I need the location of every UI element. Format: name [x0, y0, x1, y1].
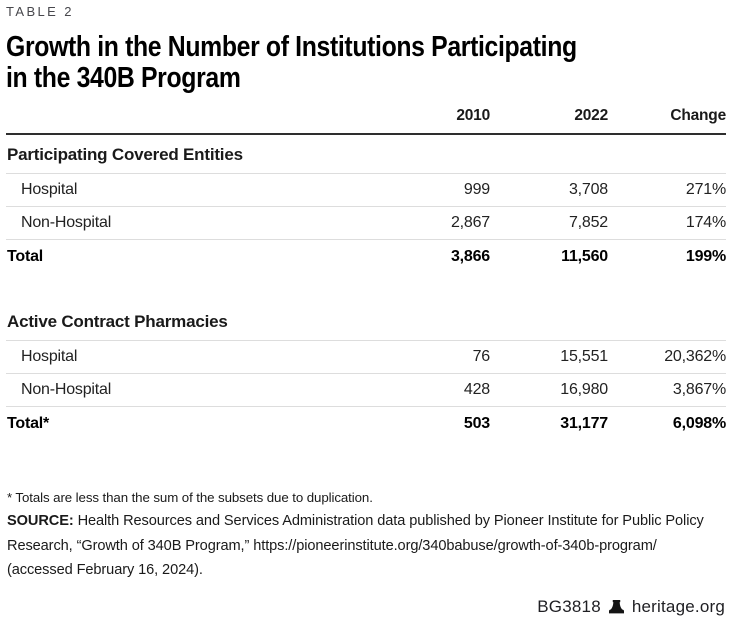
cell-change: 20,362%: [608, 340, 726, 374]
source-url-link[interactable]: https://pioneerinstitute.org/340babuse/g…: [253, 537, 657, 554]
row-label: Non-Hospital: [6, 206, 372, 240]
title-line-2: in the 340B Program: [6, 62, 241, 94]
table-figure: TABLE 2 Growth in the Number of Institut…: [6, 4, 726, 583]
page-title: Growth in the Number of Institutions Par…: [6, 32, 632, 94]
column-header-2010: 2010: [372, 107, 490, 135]
table-header-row: 2010 2022 Change: [6, 107, 726, 135]
cell-2022: 11,560: [561, 248, 608, 265]
table-row: Non-Hospital 428 16,980 3,867%: [6, 373, 726, 407]
cell-2022: 16,980: [490, 373, 608, 407]
cell-2022: 15,551: [490, 340, 608, 374]
table-row: Hospital 999 3,708 271%: [6, 173, 726, 207]
cell-2010: 428: [372, 373, 490, 407]
column-header-2022: 2022: [490, 107, 608, 135]
section-heading-label: Active Contract Pharmacies: [6, 302, 726, 341]
source-label: SOURCE:: [7, 513, 74, 529]
document-id: BG3818: [537, 597, 601, 616]
cell-2010: 503: [463, 415, 490, 432]
cell-2022: 31,177: [560, 415, 608, 432]
table-number-label: TABLE 2: [6, 4, 74, 19]
row-label: Non-Hospital: [6, 373, 372, 407]
column-header-change: Change: [608, 107, 726, 135]
cell-2010: 2,867: [372, 206, 490, 240]
row-label: Hospital: [6, 340, 372, 374]
section-heading-covered-entities: Participating Covered Entities: [6, 134, 726, 174]
row-label: Hospital: [6, 173, 372, 207]
growth-table: 2010 2022 Change Participating Covered E…: [6, 107, 726, 442]
cell-2010: 999: [372, 173, 490, 207]
cell-change: 6,098%: [672, 415, 726, 432]
cell-change: 271%: [608, 173, 726, 207]
cell-2010: 3,866: [450, 248, 490, 265]
total-row: Total* 503 31,177 6,098%: [6, 407, 726, 443]
total-row: Total 3,866 11,560 199%: [6, 240, 726, 276]
source-text-after: (accessed February 16, 2024).: [7, 562, 203, 578]
title-line-1: Growth in the Number of Institutions Par…: [6, 31, 577, 63]
row-label: Total: [7, 248, 44, 265]
column-header-blank: [6, 107, 372, 135]
source-note: SOURCE: Health Resources and Services Ad…: [7, 509, 726, 583]
liberty-bell-icon: [608, 599, 624, 613]
table-row: Non-Hospital 2,867 7,852 174%: [6, 206, 726, 240]
cell-change: 3,867%: [608, 373, 726, 407]
section-heading-label: Participating Covered Entities: [6, 134, 726, 174]
section-spacer: [6, 275, 726, 302]
cell-2010: 76: [372, 340, 490, 374]
cell-2022: 3,708: [490, 173, 608, 207]
heritage-org-link[interactable]: heritage.org: [631, 597, 725, 616]
document-footer: BG3818 heritage.org: [537, 597, 725, 617]
cell-change: 199%: [685, 248, 726, 265]
cell-change: 174%: [608, 206, 726, 240]
cell-2022: 7,852: [490, 206, 608, 240]
table-row: Hospital 76 15,551 20,362%: [6, 340, 726, 374]
table-footnote: * Totals are less than the sum of the su…: [7, 490, 373, 505]
source-text: Health Resources and Services Administra…: [7, 513, 704, 554]
section-heading-contract-pharmacies: Active Contract Pharmacies: [6, 302, 726, 341]
row-label: Total*: [7, 415, 50, 432]
